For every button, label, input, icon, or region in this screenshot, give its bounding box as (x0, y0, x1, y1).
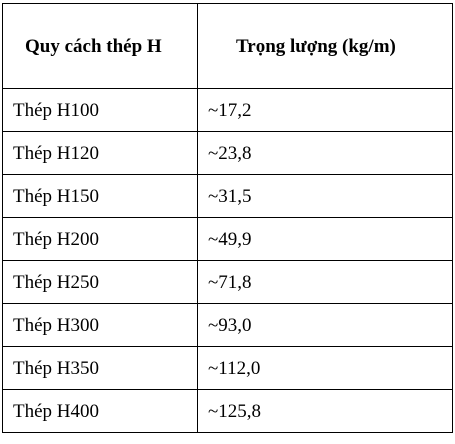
header-weight: Trọng lượng (kg/m) (197, 3, 453, 89)
cell-weight: ~71,8 (197, 260, 453, 304)
cell-weight: ~31,5 (197, 174, 453, 218)
table-row: Thép H100 ~17,2 (2, 88, 453, 132)
cell-weight: ~49,9 (197, 217, 453, 261)
table-row: Thép H250 ~71,8 (2, 260, 453, 304)
cell-spec: Thép H100 (2, 88, 198, 132)
cell-weight: ~17,2 (197, 88, 453, 132)
table-row: Thép H350 ~112,0 (2, 346, 453, 390)
cell-weight: ~125,8 (197, 389, 453, 433)
table-row: Thép H300 ~93,0 (2, 303, 453, 347)
table-row: Thép H150 ~31,5 (2, 174, 453, 218)
cell-spec: Thép H300 (2, 303, 198, 347)
steel-weight-table: Quy cách thép H Trọng lượng (kg/m) Thép … (2, 3, 453, 433)
cell-spec: Thép H250 (2, 260, 198, 304)
cell-weight: ~23,8 (197, 131, 453, 175)
table-row: Thép H200 ~49,9 (2, 217, 453, 261)
cell-weight: ~93,0 (197, 303, 453, 347)
table-row: Thép H400 ~125,8 (2, 389, 453, 433)
cell-spec: Thép H150 (2, 174, 198, 218)
table-row: Thép H120 ~23,8 (2, 131, 453, 175)
table-header-row: Quy cách thép H Trọng lượng (kg/m) (2, 3, 453, 89)
cell-spec: Thép H200 (2, 217, 198, 261)
header-spec: Quy cách thép H (2, 3, 198, 89)
cell-spec: Thép H400 (2, 389, 198, 433)
cell-weight: ~112,0 (197, 346, 453, 390)
cell-spec: Thép H350 (2, 346, 198, 390)
cell-spec: Thép H120 (2, 131, 198, 175)
